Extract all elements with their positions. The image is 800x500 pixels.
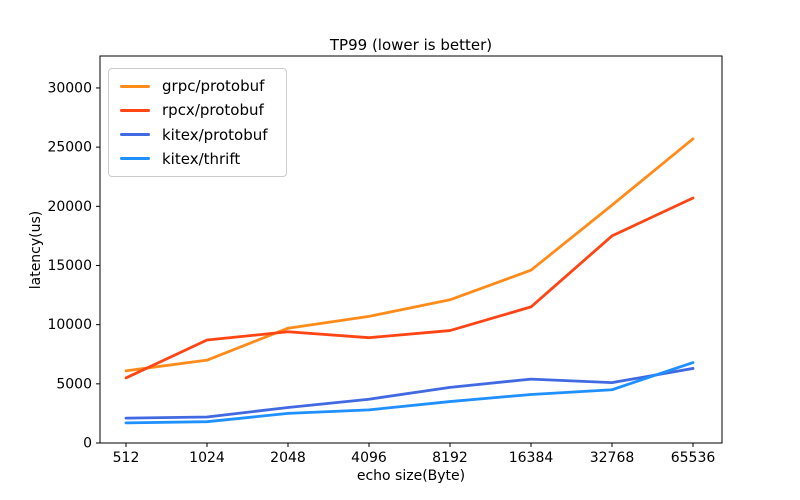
legend-item-grpc-protobuf: grpc/protobuf: [109, 77, 286, 95]
x-tick-label: 512: [113, 450, 140, 466]
x-tick-label: 16384: [509, 450, 554, 466]
legend-label: kitex/thrift: [162, 149, 241, 168]
x-tick-label: 8192: [432, 450, 468, 466]
legend-item-kitex-protobuf: kitex/protobuf: [109, 126, 286, 144]
legend: grpc/protobuf rpcx/protobuf kitex/protobuf…: [108, 68, 287, 177]
x-axis-label: echo size(Byte): [356, 468, 466, 484]
y-tick-label: 30000: [47, 80, 92, 96]
y-tick-label: 15000: [47, 258, 92, 274]
series-line-rpcx-protobuf: [124, 196, 695, 380]
legend-label: grpc/protobuf: [162, 77, 265, 96]
series-line-kitex-protobuf: [124, 367, 695, 420]
series-line-grpc-protobuf: [124, 137, 695, 373]
x-tick-label: 2048: [270, 450, 306, 466]
legend-line-swatch: [120, 108, 150, 112]
legend-line-swatch: [120, 84, 150, 88]
legend-item-rpcx-protobuf: rpcx/protobuf: [109, 101, 286, 119]
x-tick-label: 65536: [671, 450, 716, 466]
y-tick-label: 20000: [47, 199, 92, 215]
y-axis-label: latency(us): [28, 210, 44, 290]
chart-title: TP99 (lower is better): [329, 36, 493, 54]
x-tick-label: 1024: [189, 450, 225, 466]
y-tick-label: 10000: [47, 317, 92, 333]
x-tick-label: 4096: [351, 450, 387, 466]
axes-frame: [99, 55, 723, 444]
y-tick-label: 5000: [56, 376, 92, 392]
x-tick-label: 32768: [590, 450, 635, 466]
legend-label: rpcx/protobuf: [162, 101, 264, 120]
y-tick-label: 25000: [47, 140, 92, 156]
y-tick-label: 0: [83, 436, 92, 452]
legend-line-swatch: [120, 157, 150, 161]
legend-line-swatch: [120, 133, 150, 137]
legend-item-kitex-thrift: kitex/thrift: [109, 150, 286, 168]
legend-label: kitex/protobuf: [162, 125, 268, 144]
series-line-kitex-thrift: [124, 361, 695, 425]
